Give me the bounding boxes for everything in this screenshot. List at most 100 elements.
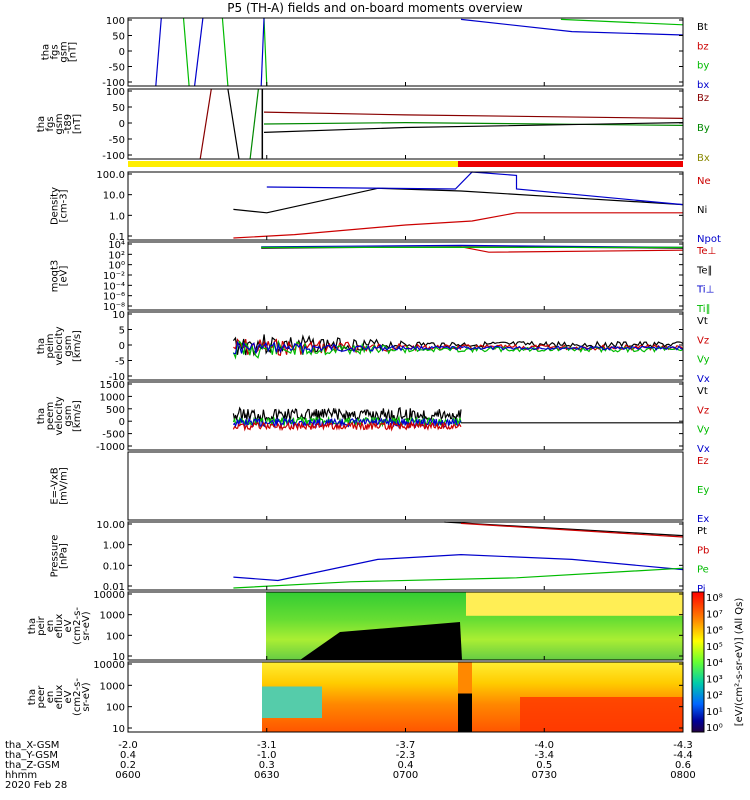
- ylabel-peim-4: [km/s]: [72, 330, 83, 362]
- legend-peem-0: Vt: [697, 386, 708, 397]
- colorbar-tick-7: 10¹: [706, 707, 723, 718]
- legend-efield-0: Ez: [697, 456, 709, 467]
- footer-value-3-2: 0700: [393, 770, 418, 781]
- ylabel-peim-1: peim: [45, 333, 56, 358]
- ytick-label-fgs-1: 50: [112, 32, 125, 43]
- colorbar-tick-8: 10⁰: [706, 723, 723, 734]
- density-ni-line: [233, 187, 684, 214]
- footer-value-1-4: -4.4: [673, 750, 693, 761]
- ylabel-fgs_dsl-1: fgs: [45, 116, 56, 131]
- ytick-label-pressure-2: 0.10: [103, 561, 125, 572]
- ytick-label-temp-3: 10⁻²: [103, 271, 125, 282]
- legend-fgs_dsl-0: Bz: [697, 93, 709, 104]
- fgs2-bz-line: [263, 111, 684, 119]
- legend-fgs-0: Bt: [697, 22, 708, 33]
- panel-frame-efield: [127, 451, 684, 521]
- peer-red-region: [520, 697, 683, 732]
- fgs-bx-line-1: [155, 17, 162, 87]
- peer-black-stripe: [458, 693, 472, 732]
- fgs-by-line-1: [182, 17, 190, 87]
- ylabel-peem-3: gsm: [63, 405, 74, 426]
- peir-black-region: [300, 622, 462, 660]
- footer-value-3-1: 0630: [254, 770, 279, 781]
- ytick-label-peim-0: 10: [112, 310, 125, 321]
- ylabel-peir-0: tha: [27, 618, 38, 634]
- legend-temp-0: Te⊥: [696, 246, 716, 257]
- ytick-label-peer-1: 1000: [100, 681, 125, 692]
- ytick-label-pressure-0: 10.00: [96, 520, 125, 531]
- ytick-label-peir-3: 10: [112, 652, 125, 663]
- ytick-label-temp-5: 10⁻⁶: [103, 292, 125, 303]
- fgs-bx-tail: [460, 18, 684, 36]
- ylabel-peir-2: en: [45, 620, 56, 633]
- footer-value-3-3: 0730: [532, 770, 557, 781]
- ylabel-efield-0: E=-VxB: [50, 467, 61, 504]
- ylabel-peem-2: velocity: [54, 396, 65, 435]
- ylabel-peer-2: en: [45, 691, 56, 704]
- legend-peem-3: Vx: [697, 444, 710, 455]
- state-bar-red: [458, 161, 683, 167]
- ytick-label-peim-1: 5: [119, 326, 125, 337]
- legend-pressure-0: Pt: [697, 526, 707, 537]
- peir-yellow-band: [466, 592, 683, 616]
- ytick-label-peer-0: 10000: [93, 660, 125, 671]
- legend-peim-1: Vz: [697, 335, 709, 346]
- footer-value-0-3: -4.0: [534, 740, 554, 751]
- colorbar-tick-6: 10²: [706, 691, 723, 702]
- fgs-by-line-2: [221, 17, 229, 87]
- ytick-label-fgs-3: -50: [109, 63, 125, 74]
- ylabel-density-0: Density: [50, 187, 61, 225]
- peem-vz-line: [232, 420, 462, 432]
- ylabel-fgs_dsl-3: -t89: [63, 114, 74, 134]
- footer-date: 2020 Feb 28: [5, 780, 67, 791]
- ylabel-peem-0: tha: [36, 408, 47, 424]
- legend-peem-2: Vy: [697, 425, 710, 436]
- ytick-label-peir-0: 10000: [93, 590, 125, 601]
- footer-value-2-2: 0.4: [398, 760, 414, 771]
- ylabel-peem-1: peem: [45, 402, 56, 430]
- ylabel-temp-0: moqt3: [50, 260, 61, 293]
- footer-value-2-3: 0.5: [536, 760, 552, 771]
- pressure-pi-line: [233, 553, 684, 582]
- fgs-by-line-3: [263, 17, 268, 87]
- colorbar-tick-1: 10⁷: [706, 609, 723, 620]
- footer-value-2-1: 0.3: [259, 760, 275, 771]
- legend-efield-1: Ey: [697, 485, 709, 496]
- fgs2-bx-spike: [227, 88, 240, 160]
- ylabel-peim-3: gsm: [63, 335, 74, 356]
- legend-pressure-2: Pe: [697, 565, 709, 576]
- footer-value-2-4: 0.6: [675, 760, 691, 771]
- colorbar-tick-4: 10⁴: [706, 658, 723, 669]
- ylabel-peir-3: eflux: [54, 614, 65, 639]
- legend-pressure-1: Pb: [697, 545, 709, 556]
- ytick-label-peim-2: 0: [119, 341, 125, 352]
- footer-value-2-0: 0.2: [120, 760, 136, 771]
- ytick-label-fgs_dsl-0: 100: [106, 87, 125, 98]
- ytick-label-pressure-3: 0.01: [103, 582, 125, 593]
- peim-vt-line: [232, 334, 684, 357]
- ylabel-peir-6: sr-eV): [81, 611, 92, 640]
- legend-density-0: Ne: [697, 176, 711, 187]
- footer-value-0-1: -3.1: [257, 740, 277, 751]
- ytick-label-peir-1: 1000: [100, 611, 125, 622]
- ytick-label-fgs_dsl-2: 0: [119, 119, 125, 130]
- ytick-label-peim-3: -5: [115, 357, 125, 368]
- peem-vy-line: [232, 415, 462, 428]
- ylabel-fgs-1: fgs: [50, 44, 61, 59]
- legend-density-2: Npot: [697, 234, 721, 245]
- ylabel-peir-5: (cm2-s-: [72, 607, 83, 645]
- ylabel-peer-1: peer: [36, 685, 47, 709]
- ytick-label-fgs-2: 0: [119, 47, 125, 58]
- footer-label-0: tha_X-GSM: [5, 740, 59, 751]
- legend-temp-1: Te∥: [696, 265, 713, 276]
- ytick-label-pressure-1: 1.00: [103, 541, 125, 552]
- ylabel-temp-1: [eV]: [59, 266, 70, 287]
- ylabel-peer-5: (cm2-s-: [72, 678, 83, 716]
- ylabel-peir-1: peir: [36, 615, 47, 635]
- fgs-bx-line-3: [260, 17, 265, 87]
- footer-value-0-2: -3.7: [396, 740, 416, 751]
- ytick-label-peem-0: 1500: [100, 380, 125, 391]
- footer-value-1-0: 0.4: [120, 750, 136, 761]
- ytick-label-temp-4: 10⁻⁴: [103, 281, 125, 292]
- legend-peim-0: Vt: [697, 316, 708, 327]
